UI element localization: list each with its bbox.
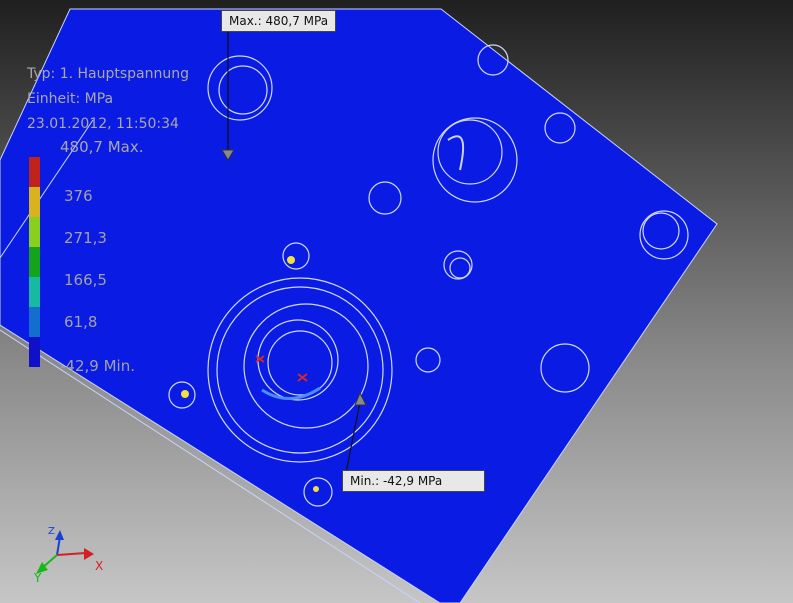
color-scale-segment — [29, 157, 40, 187]
stress-highlight — [297, 373, 308, 382]
legend-max: 480,7 Max. — [60, 138, 144, 156]
color-scale-segment — [29, 277, 40, 307]
result-timestamp: 23.01.2012, 11:50:34 — [27, 116, 179, 132]
part-edge — [0, 329, 421, 603]
stress-spot — [287, 256, 295, 264]
part-face[interactable] — [0, 8, 718, 603]
min-probe-label[interactable]: Min.: -42,9 MPa — [342, 470, 485, 492]
color-scale-segment — [29, 307, 40, 337]
legend-tick: 166,5 — [64, 271, 107, 289]
legend-tick: 271,3 — [64, 229, 107, 247]
result-unit: Einheit: MPa — [27, 91, 114, 107]
color-scale-segment — [29, 217, 40, 247]
legend-min: -42,9 Min. — [60, 357, 135, 375]
axis-triad: X Y Z — [33, 526, 103, 585]
color-scale-segment — [29, 187, 40, 217]
feature-edge — [447, 135, 464, 171]
max-probe-arrow[interactable] — [221, 26, 235, 161]
min-probe-arrow[interactable] — [344, 391, 367, 479]
color-scale-segment — [29, 247, 40, 277]
result-type: Typ: 1. Hauptspannung — [27, 66, 190, 82]
y-axis-label: Y — [33, 571, 42, 585]
x-axis-label: X — [95, 559, 103, 573]
x-axis-cone — [84, 548, 94, 560]
z-axis-label: Z — [48, 526, 55, 537]
z-axis-cone — [55, 530, 64, 540]
stress-spot — [313, 486, 319, 492]
legend-tick: 61,8 — [64, 313, 98, 331]
max-probe-label[interactable]: Max.: 480,7 MPa — [221, 10, 337, 32]
legend-tick: 376 — [64, 187, 93, 205]
holes — [168, 44, 689, 507]
color-scale-segment — [29, 337, 40, 367]
stress-highlight — [255, 355, 265, 363]
stress-spot — [181, 390, 189, 398]
y-axis-cone — [36, 562, 48, 574]
part-edge — [0, 119, 94, 259]
